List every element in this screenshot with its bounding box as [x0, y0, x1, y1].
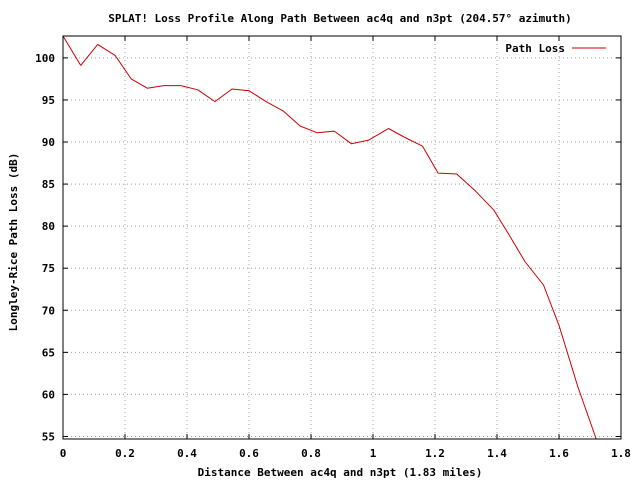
x-tick-label: 1.8: [611, 447, 631, 460]
legend: Path Loss: [505, 42, 606, 55]
grid: [63, 36, 621, 439]
path-loss-line: [62, 35, 597, 440]
plot-frame: [62, 35, 622, 440]
tick-labels: 0 0.2 0.4 0.6 0.8 1 1.2 1.4 1.6 1.8 55 60 65 70 75 80 85…: [35, 52, 631, 460]
y-tick-label: 70: [42, 304, 55, 317]
x-tick-label: 0.8: [301, 447, 321, 460]
x-tick-label: 0.6: [239, 447, 259, 460]
x-tick-label: 0: [60, 447, 67, 460]
x-tick-label: 0.4: [177, 447, 197, 460]
y-tick-label: 85: [42, 178, 55, 191]
x-tick-label: 1.4: [487, 447, 507, 460]
y-tick-label: 55: [42, 430, 55, 443]
y-tick-label: 60: [42, 388, 55, 401]
y-tick-label: 100: [35, 52, 55, 65]
x-tick-label: 1.6: [549, 447, 569, 460]
y-tick-label: 75: [42, 262, 55, 275]
y-tick-label: 95: [42, 94, 55, 107]
x-tick-label: 1: [370, 447, 377, 460]
y-tick-label: 90: [42, 136, 55, 149]
series-layer: [62, 35, 597, 440]
y-tick-label: 65: [42, 346, 55, 359]
y-tick-label: 80: [42, 220, 55, 233]
x-tick-label: 1.2: [425, 447, 445, 460]
x-axis-label: Distance Between ac4q and n3pt (1.83 mil…: [198, 466, 483, 479]
legend-label: Path Loss: [505, 42, 565, 55]
x-tick-label: 0.2: [115, 447, 135, 460]
ticks: [62, 36, 622, 439]
chart-title: SPLAT! Loss Profile Along Path Between a…: [108, 12, 572, 25]
y-axis-label: Longley-Rice Path Loss (dB): [7, 153, 20, 332]
